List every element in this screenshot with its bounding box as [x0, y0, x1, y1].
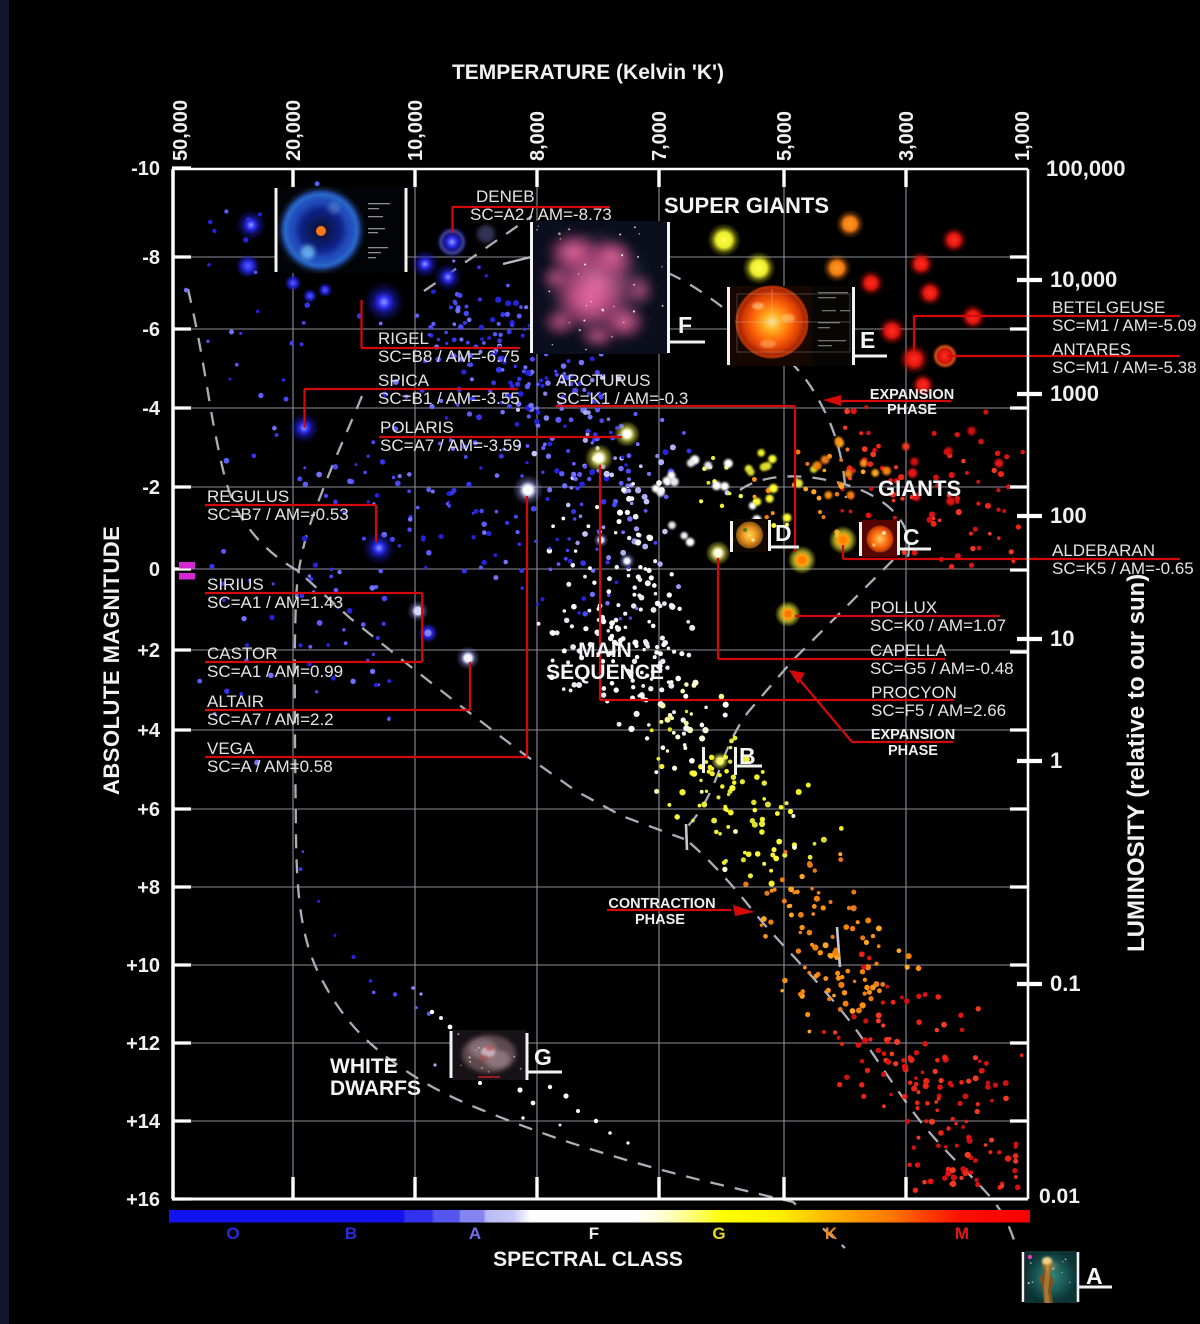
svg-text:LUMINOSITY (relative to our su: LUMINOSITY (relative to our sun) [1123, 574, 1150, 952]
svg-text:A: A [469, 1224, 481, 1243]
svg-text:F: F [678, 312, 692, 338]
svg-text:POLLUX: POLLUX [870, 598, 937, 617]
svg-text:MAIN: MAIN [578, 639, 632, 662]
svg-text:SPICA: SPICA [378, 371, 430, 390]
svg-text:DWARFS: DWARFS [330, 1077, 421, 1100]
svg-text:SPECTRAL CLASS: SPECTRAL CLASS [493, 1248, 683, 1271]
svg-text:SC=K0 / AM=1.07: SC=K0 / AM=1.07 [870, 616, 1006, 635]
svg-text:EXPANSION: EXPANSION [870, 387, 954, 403]
svg-text:7,000: 7,000 [649, 111, 671, 161]
svg-text:SC=A / AM=0.58: SC=A / AM=0.58 [207, 757, 333, 776]
svg-text:SEQUENCE: SEQUENCE [546, 661, 664, 684]
svg-text:TEMPERATURE (Kelvin 'K'): TEMPERATURE (Kelvin 'K') [452, 61, 724, 84]
svg-text:B: B [739, 743, 756, 769]
svg-text:REGULUS: REGULUS [207, 487, 289, 506]
svg-text:SC=B7 / AM=-0.53: SC=B7 / AM=-0.53 [207, 505, 349, 524]
svg-text:ABSOLUTE MAGNITUDE: ABSOLUTE MAGNITUDE [99, 526, 124, 795]
svg-text:M: M [955, 1224, 969, 1243]
svg-text:SIRIUS: SIRIUS [207, 575, 264, 594]
svg-text:0: 0 [149, 559, 160, 581]
svg-text:ANTARES: ANTARES [1052, 340, 1131, 359]
svg-text:SC=A1 / AM=1.43: SC=A1 / AM=1.43 [207, 593, 343, 612]
svg-text:O: O [226, 1224, 239, 1243]
svg-text:A: A [1086, 1263, 1103, 1289]
svg-text:+16: +16 [126, 1189, 160, 1211]
svg-text:PHASE: PHASE [635, 912, 685, 928]
svg-text:GIANTS: GIANTS [878, 476, 961, 501]
svg-text:SC=K1 / AM=-0.3: SC=K1 / AM=-0.3 [556, 389, 688, 408]
svg-text:SC=A7 / AM=-3.59: SC=A7 / AM=-3.59 [380, 436, 522, 455]
svg-text:SC=F5 / AM=2.66: SC=F5 / AM=2.66 [871, 701, 1006, 720]
svg-text:0.1: 0.1 [1050, 971, 1081, 996]
svg-text:-8: -8 [142, 247, 160, 269]
svg-text:10: 10 [1050, 626, 1074, 651]
svg-text:100: 100 [1050, 503, 1087, 528]
svg-text:0.01: 0.01 [1039, 1185, 1080, 1208]
svg-text:E: E [860, 327, 875, 353]
svg-text:SC=G5 / AM=-0.48: SC=G5 / AM=-0.48 [870, 659, 1014, 678]
svg-text:5,000: 5,000 [774, 111, 796, 161]
svg-text:3,000: 3,000 [896, 111, 918, 161]
svg-text:G: G [712, 1224, 725, 1243]
svg-text:ALDEBARAN: ALDEBARAN [1052, 541, 1155, 560]
svg-text:1,000: 1,000 [1012, 111, 1034, 161]
svg-text:SC=M1 / AM=-5.38: SC=M1 / AM=-5.38 [1052, 358, 1197, 377]
svg-text:-4: -4 [142, 398, 161, 420]
svg-text:+8: +8 [137, 877, 160, 899]
svg-text:SC=A7 / AM=2.2: SC=A7 / AM=2.2 [207, 710, 334, 729]
svg-text:C: C [903, 524, 920, 550]
svg-text:-2: -2 [142, 477, 160, 499]
svg-text:10,000: 10,000 [405, 100, 427, 161]
svg-text:PHASE: PHASE [887, 402, 937, 418]
svg-text:DENEB: DENEB [476, 187, 535, 206]
svg-text:F: F [589, 1224, 599, 1243]
svg-text:10,000: 10,000 [1050, 267, 1117, 292]
svg-text:VEGA: VEGA [207, 739, 255, 758]
svg-text:50,000: 50,000 [170, 100, 192, 161]
svg-text:K: K [825, 1224, 838, 1243]
svg-text:CAPELLA: CAPELLA [870, 641, 947, 660]
svg-text:+4: +4 [137, 720, 161, 742]
svg-text:1000: 1000 [1050, 381, 1099, 406]
svg-text:PROCYON: PROCYON [871, 683, 957, 702]
svg-text:+2: +2 [137, 640, 160, 662]
svg-text:D: D [775, 520, 792, 546]
svg-text:SC=B1 / AM=-3.55: SC=B1 / AM=-3.55 [378, 389, 520, 408]
svg-text:-10: -10 [131, 158, 160, 180]
svg-text:100,000: 100,000 [1046, 156, 1126, 181]
svg-text:RIGEL: RIGEL [378, 329, 429, 348]
svg-text:8,000: 8,000 [527, 111, 549, 161]
svg-text:POLARIS: POLARIS [380, 418, 454, 437]
svg-text:PHASE: PHASE [888, 743, 938, 759]
svg-text:BETELGEUSE: BETELGEUSE [1052, 298, 1165, 317]
svg-text:SC=B8 / AM=-6.75: SC=B8 / AM=-6.75 [378, 347, 520, 366]
svg-text:+6: +6 [137, 799, 160, 821]
svg-text:SC=K5 / AM=-0.65: SC=K5 / AM=-0.65 [1052, 559, 1194, 578]
svg-text:CASTOR: CASTOR [207, 644, 278, 663]
svg-text:B: B [345, 1224, 357, 1243]
svg-text:WHITE: WHITE [330, 1055, 398, 1078]
svg-text:+14: +14 [126, 1111, 161, 1133]
svg-text:+10: +10 [126, 955, 160, 977]
svg-text:SUPER GIANTS: SUPER GIANTS [664, 193, 829, 218]
svg-text:-6: -6 [142, 319, 160, 341]
svg-text:G: G [534, 1044, 552, 1070]
svg-text:SC=A1 / AM=0.99: SC=A1 / AM=0.99 [207, 662, 343, 681]
svg-text:CONTRACTION: CONTRACTION [608, 896, 715, 912]
svg-text:EXPANSION: EXPANSION [871, 727, 955, 743]
svg-text:ALTAIR: ALTAIR [207, 692, 264, 711]
svg-text:20,000: 20,000 [283, 100, 305, 161]
svg-text:SC=M1 / AM=-5.09: SC=M1 / AM=-5.09 [1052, 316, 1197, 335]
svg-text:+12: +12 [126, 1033, 160, 1055]
svg-text:ARCTURUS: ARCTURUS [556, 371, 650, 390]
svg-text:SC=A2 / AM=-8.73: SC=A2 / AM=-8.73 [470, 205, 612, 224]
svg-text:1: 1 [1050, 748, 1062, 773]
